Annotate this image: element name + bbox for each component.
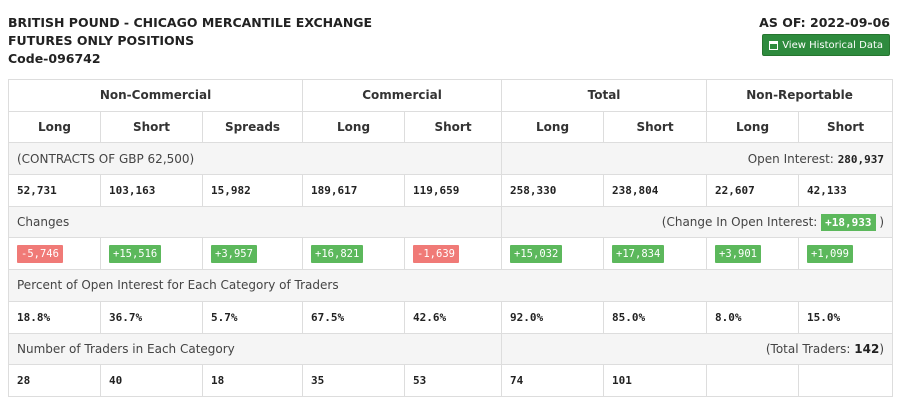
- table-cell: +1,099: [798, 237, 894, 271]
- view-historical-data-button[interactable]: View Historical Data: [762, 34, 890, 56]
- total-traders-suffix: ): [879, 341, 885, 356]
- table-cell: 5.7%: [201, 300, 304, 334]
- col-header: Long: [706, 110, 800, 144]
- table-cell: 52,731: [8, 174, 101, 207]
- table-cell: 18: [201, 364, 304, 397]
- group-non-commercial: Non-Commercial: [7, 79, 304, 112]
- change-badge: +17,834: [612, 244, 665, 263]
- table-cell: 119,659: [404, 174, 503, 207]
- open-interest-label: Open Interest:: [747, 151, 834, 166]
- open-interest-value: 280,937: [837, 152, 885, 166]
- title-line-1: BRITISH POUND - CHICAGO MERCANTILE EXCHA…: [8, 15, 373, 30]
- col-header: Long: [8, 110, 101, 144]
- col-header: Short: [603, 110, 708, 144]
- table-cell: [798, 364, 894, 397]
- table-cell: 53: [404, 364, 503, 397]
- table-cell: 42,133: [798, 174, 894, 207]
- group-commercial: Commercial: [302, 79, 503, 112]
- change-oi-badge: +18,933: [821, 214, 876, 232]
- table-cell: 85.0%: [603, 300, 708, 334]
- change-badge: -5,746: [17, 244, 63, 263]
- traders-values-row: 28 40 18 35 53 74 101: [8, 364, 894, 397]
- table-cell: 67.5%: [302, 300, 406, 334]
- table-cell: 36.7%: [100, 300, 203, 334]
- percent-label: Percent of Open Interest for Each Catego…: [7, 269, 894, 302]
- table-cell: 18.8%: [8, 300, 101, 334]
- table-cell: 258,330: [501, 174, 605, 207]
- change-badge: +1,099: [807, 244, 853, 263]
- table-cell: 189,617: [302, 174, 406, 207]
- change-badge: +16,821: [311, 244, 364, 263]
- change-badge: +3,901: [715, 244, 761, 263]
- table-cell: 8.0%: [706, 300, 800, 334]
- change-badge: -1,639: [413, 244, 459, 263]
- change-badge: +3,957: [211, 244, 257, 263]
- table-cell: 15.0%: [798, 300, 894, 334]
- table-cell: 15,982: [201, 174, 304, 207]
- table-cell: 101: [603, 364, 708, 397]
- open-interest: Open Interest: 280,937: [501, 142, 894, 176]
- group-non-reportable: Non-Reportable: [706, 79, 894, 112]
- changes-label-row: Changes (Change In Open Interest: +18,93…: [7, 205, 894, 239]
- change-oi-label: (Change In Open Interest:: [661, 215, 818, 230]
- cot-positions-table: Non-Commercial Commercial Total Non-Repo…: [7, 79, 894, 397]
- col-header: Short: [404, 110, 503, 144]
- table-cell: 103,163: [100, 174, 203, 207]
- table-cell: +3,957: [201, 237, 304, 271]
- col-header: Short: [798, 110, 894, 144]
- table-cell: +15,032: [501, 237, 605, 271]
- group-total: Total: [501, 79, 708, 112]
- traders-label: Number of Traders in Each Category: [7, 332, 503, 366]
- calendar-icon: [769, 40, 779, 50]
- table-cell: +15,516: [100, 237, 203, 271]
- as-of-date: AS OF: 2022-09-06: [759, 15, 890, 30]
- view-historical-data-label: View Historical Data: [782, 39, 883, 51]
- table-cell: 42.6%: [404, 300, 503, 334]
- report-title: BRITISH POUND - CHICAGO MERCANTILE EXCHA…: [8, 14, 372, 68]
- table-cell: +17,834: [603, 237, 708, 271]
- changes-values-row: -5,746 +15,516 +3,957 +16,821 -1,639 +15…: [8, 237, 894, 271]
- traders-label-row: Number of Traders in Each Category (Tota…: [7, 332, 894, 366]
- table-cell: [706, 364, 800, 397]
- col-header: Short: [100, 110, 203, 144]
- change-badge: +15,516: [109, 244, 162, 263]
- percent-label-row: Percent of Open Interest for Each Catego…: [7, 269, 894, 302]
- table-cell: 74: [501, 364, 605, 397]
- table-cell: +16,821: [302, 237, 406, 271]
- group-header-row: Non-Commercial Commercial Total Non-Repo…: [7, 79, 894, 112]
- col-header: Spreads: [201, 110, 304, 144]
- change-open-interest: (Change In Open Interest: +18,933 ): [501, 205, 894, 239]
- column-header-row: Long Short Spreads Long Short Long Short…: [8, 110, 894, 144]
- table-cell: 22,607: [706, 174, 800, 207]
- table-cell: -1,639: [404, 237, 503, 271]
- table-cell: +3,901: [706, 237, 800, 271]
- title-line-2: FUTURES ONLY POSITIONS: [8, 33, 195, 48]
- contracts-label-row: (CONTRACTS OF GBP 62,500) Open Interest:…: [7, 142, 894, 176]
- table-cell: 238,804: [603, 174, 708, 207]
- total-traders-label: (Total Traders:: [765, 341, 851, 356]
- contract-code: Code-096742: [8, 51, 101, 66]
- col-header: Long: [501, 110, 605, 144]
- percent-values-row: 18.8% 36.7% 5.7% 67.5% 42.6% 92.0% 85.0%…: [8, 300, 894, 334]
- total-traders: (Total Traders: 142): [501, 332, 894, 366]
- change-badge: +15,032: [510, 244, 563, 263]
- table-cell: 40: [100, 364, 203, 397]
- total-traders-value: 142: [854, 341, 880, 356]
- table-cell: 28: [8, 364, 101, 397]
- changes-label: Changes: [7, 205, 503, 239]
- change-oi-suffix: ): [879, 215, 885, 230]
- contracts-label: (CONTRACTS OF GBP 62,500): [7, 142, 503, 176]
- table-cell: 92.0%: [501, 300, 605, 334]
- table-cell: 35: [302, 364, 406, 397]
- contracts-values-row: 52,731 103,163 15,982 189,617 119,659 25…: [8, 174, 894, 207]
- col-header: Long: [302, 110, 406, 144]
- table-cell: -5,746: [8, 237, 101, 271]
